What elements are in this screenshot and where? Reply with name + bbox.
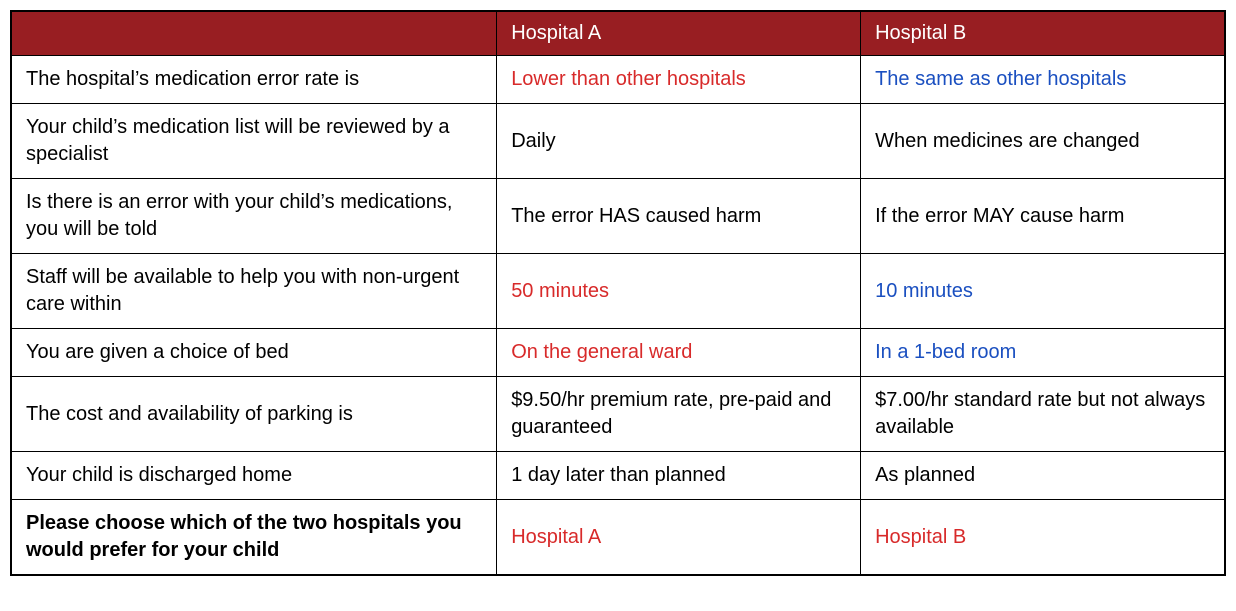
row-hospital-a: On the general ward [497, 329, 861, 377]
row-hospital-b: $7.00/hr standard rate but not always av… [861, 377, 1225, 452]
table-row: The cost and availability of parking is … [12, 377, 1225, 452]
table-row: Your child is discharged home 1 day late… [12, 452, 1225, 500]
table-header-row: Hospital A Hospital B [12, 12, 1225, 56]
row-hospital-b: Hospital B [861, 500, 1225, 575]
row-hospital-b: When medicines are changed [861, 104, 1225, 179]
row-hospital-a: The error HAS caused harm [497, 179, 861, 254]
row-label: You are given a choice of bed [12, 329, 497, 377]
comparison-table-container: Hospital A Hospital B The hospital’s med… [10, 10, 1226, 576]
row-label: Is there is an error with your child’s m… [12, 179, 497, 254]
table-row: Please choose which of the two hospitals… [12, 500, 1225, 575]
row-hospital-b: If the error MAY cause harm [861, 179, 1225, 254]
table-body: The hospital’s medication error rate is … [12, 56, 1225, 575]
table-row: The hospital’s medication error rate is … [12, 56, 1225, 104]
comparison-table: Hospital A Hospital B The hospital’s med… [11, 11, 1225, 575]
table-row: Staff will be available to help you with… [12, 254, 1225, 329]
row-hospital-b: As planned [861, 452, 1225, 500]
table-row: You are given a choice of bed On the gen… [12, 329, 1225, 377]
row-hospital-a: Lower than other hospitals [497, 56, 861, 104]
row-hospital-a: 1 day later than planned [497, 452, 861, 500]
row-hospital-a: Daily [497, 104, 861, 179]
row-hospital-b: 10 minutes [861, 254, 1225, 329]
row-label: Your child’s medication list will be rev… [12, 104, 497, 179]
row-label: The hospital’s medication error rate is [12, 56, 497, 104]
row-hospital-a: $9.50/hr premium rate, pre-paid and guar… [497, 377, 861, 452]
row-label: The cost and availability of parking is [12, 377, 497, 452]
row-label: Staff will be available to help you with… [12, 254, 497, 329]
header-blank [12, 12, 497, 56]
row-hospital-a: Hospital A [497, 500, 861, 575]
row-hospital-a: 50 minutes [497, 254, 861, 329]
row-hospital-b: In a 1-bed room [861, 329, 1225, 377]
row-label: Please choose which of the two hospitals… [12, 500, 497, 575]
header-hospital-a: Hospital A [497, 12, 861, 56]
header-hospital-b: Hospital B [861, 12, 1225, 56]
row-hospital-b: The same as other hospitals [861, 56, 1225, 104]
row-label: Your child is discharged home [12, 452, 497, 500]
table-row: Your child’s medication list will be rev… [12, 104, 1225, 179]
table-row: Is there is an error with your child’s m… [12, 179, 1225, 254]
